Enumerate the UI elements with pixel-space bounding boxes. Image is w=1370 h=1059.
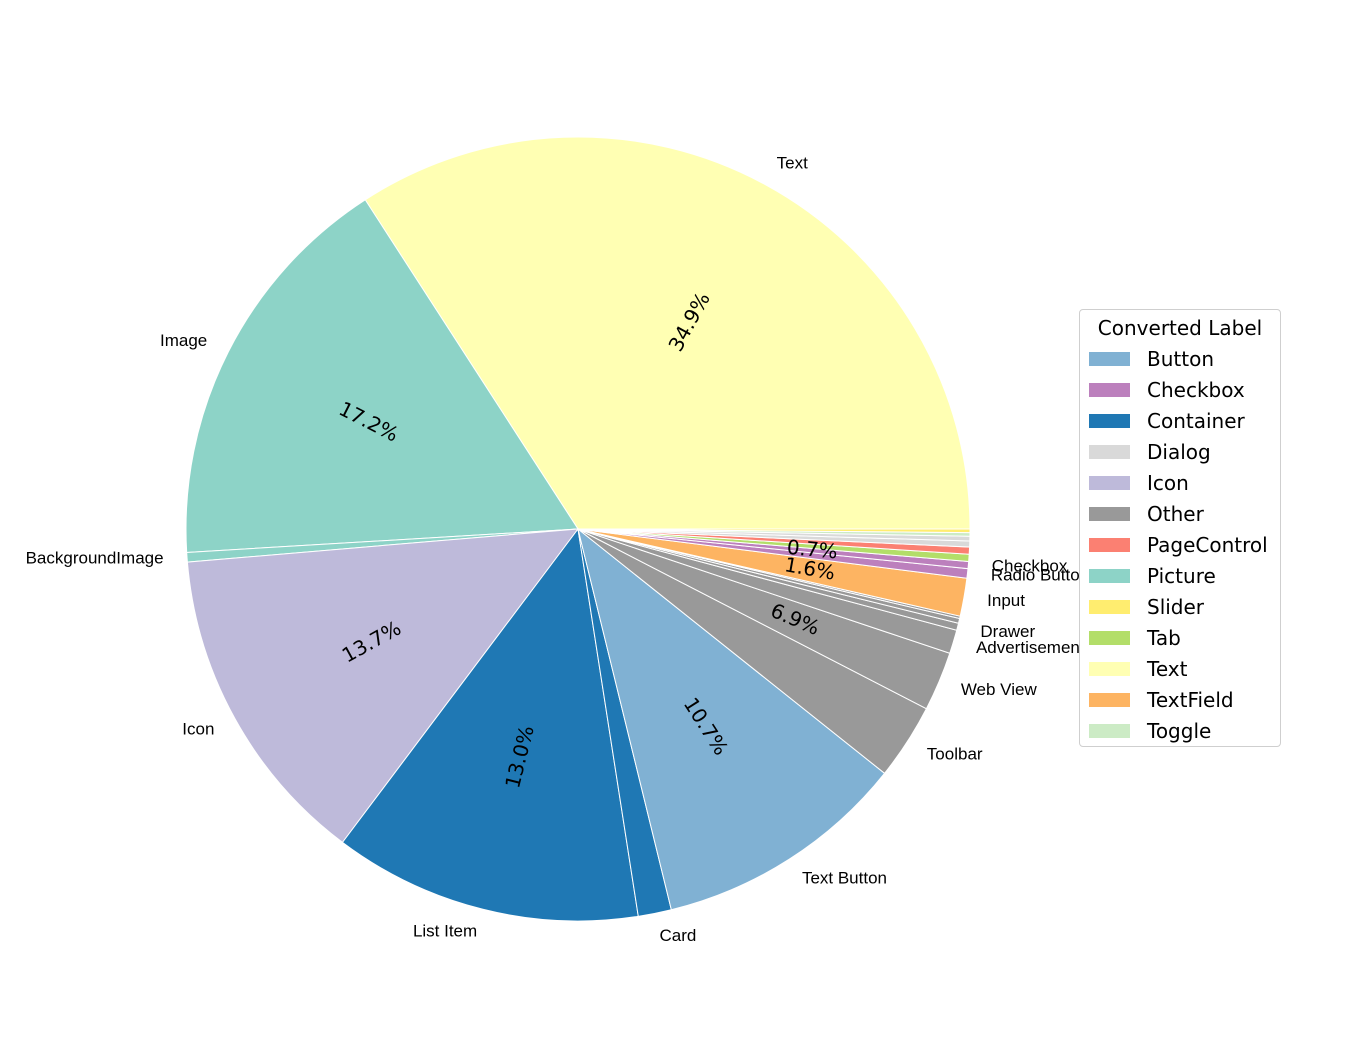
- legend-swatch: [1089, 476, 1130, 490]
- legend-swatch: [1089, 538, 1130, 552]
- legend-item: TextField: [1080, 685, 1280, 716]
- legend-label: TextField: [1147, 688, 1234, 712]
- pie-slices: [185, 136, 971, 922]
- slice-label: Input: [987, 591, 1025, 610]
- legend-swatch: [1089, 631, 1130, 645]
- pie-slice: [577, 527, 886, 911]
- legend-swatch: [1089, 569, 1130, 583]
- slice-label: BackgroundImage: [26, 548, 164, 567]
- legend-item: Toggle: [1080, 716, 1280, 747]
- pie-slice: [341, 527, 639, 922]
- legend: Converted Label Button Checkbox Container D…: [1079, 309, 1281, 747]
- slice-label: Image: [160, 331, 207, 350]
- pie-slice: [364, 136, 971, 530]
- legend-item: Button: [1080, 344, 1280, 375]
- legend-label: Checkbox: [1147, 378, 1245, 402]
- percent-label: 0.7%: [786, 535, 839, 564]
- legend-swatch: [1089, 445, 1130, 459]
- legend-label: Container: [1147, 409, 1245, 433]
- legend-item: Tab: [1080, 623, 1280, 654]
- pie-slice: [577, 528, 971, 534]
- legend-item: Checkbox: [1080, 375, 1280, 406]
- legend-swatch: [1089, 600, 1130, 614]
- slice-label: List Item: [413, 922, 477, 941]
- legend-swatch: [1089, 352, 1130, 366]
- legend-swatch: [1089, 724, 1130, 738]
- legend-item: Other: [1080, 499, 1280, 530]
- slice-label: Icon: [182, 720, 214, 739]
- legend-label: Tab: [1147, 626, 1181, 650]
- legend-label: Toggle: [1147, 719, 1212, 743]
- slice-label: Text: [777, 154, 808, 173]
- legend-label: Picture: [1147, 564, 1216, 588]
- slice-label: Drawer: [980, 622, 1035, 641]
- legend-item: Text: [1080, 654, 1280, 685]
- legend-label: Icon: [1147, 471, 1189, 495]
- slice-label: Checkbox: [992, 557, 1068, 576]
- legend-swatch: [1089, 693, 1130, 707]
- legend-label: PageControl: [1147, 533, 1268, 557]
- legend-label: Other: [1147, 502, 1204, 526]
- legend-title: Converted Label: [1097, 316, 1263, 340]
- legend-label: Dialog: [1147, 440, 1211, 464]
- legend-item: Picture: [1080, 561, 1280, 592]
- pie-slice: [186, 528, 580, 844]
- legend-swatch: [1089, 662, 1130, 676]
- legend-swatch: [1089, 383, 1130, 397]
- slice-labels: Text Image BackgroundImage Icon List Item Car…: [26, 154, 1090, 945]
- slice-label: Radio Button: [991, 566, 1089, 585]
- pie-slice: [185, 199, 579, 554]
- slice-label: Advertisement: [976, 638, 1085, 657]
- legend-item: Icon: [1080, 468, 1280, 499]
- legend-items: Button Checkbox Container Dialog Icon Other Pa…: [1080, 344, 1280, 747]
- legend-swatch: [1089, 507, 1130, 521]
- legend-label: Button: [1147, 347, 1214, 371]
- legend-item: Dialog: [1080, 437, 1280, 468]
- legend-swatch: [1089, 414, 1130, 428]
- slice-label: Card: [659, 926, 696, 945]
- legend-label: Text: [1147, 657, 1188, 681]
- legend-label: Slider: [1147, 595, 1205, 619]
- slice-label: Text Button: [802, 868, 887, 887]
- legend-item: Slider: [1080, 592, 1280, 623]
- legend-item: Container: [1080, 406, 1280, 437]
- legend-item: PageControl: [1080, 530, 1280, 561]
- slice-label: Toolbar: [927, 744, 983, 763]
- slice-label: Web View: [961, 680, 1038, 699]
